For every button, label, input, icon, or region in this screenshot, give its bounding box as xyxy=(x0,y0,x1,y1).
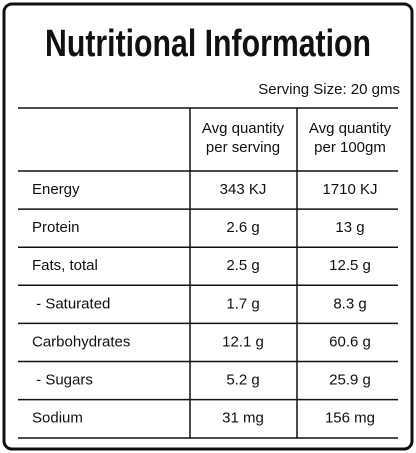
row-label: Protein xyxy=(32,219,80,236)
row-label: - Sugars xyxy=(32,372,93,389)
cell-value: 12.1 g xyxy=(222,333,264,350)
cell-value: 12.5 g xyxy=(329,257,371,274)
cell-value: 343 KJ xyxy=(220,181,267,198)
cell-value: 13 g xyxy=(335,219,364,236)
row-label: Fats, total xyxy=(32,257,98,274)
cell-value: 31 mg xyxy=(222,410,264,427)
cell-value: 2.6 g xyxy=(226,219,259,236)
cell-value: 5.2 g xyxy=(226,372,259,389)
serving-size: Serving Size: 20 gms xyxy=(258,81,400,98)
cell-value: 2.5 g xyxy=(226,257,259,274)
cell-value: 1710 KJ xyxy=(322,181,377,198)
column-header: Avg quantity xyxy=(202,120,285,137)
row-label: - Saturated xyxy=(32,295,110,312)
row-label: Sodium xyxy=(32,410,83,427)
title: Nutritional Information xyxy=(45,23,371,65)
row-label: Energy xyxy=(32,181,80,198)
column-header: per serving xyxy=(206,139,280,156)
column-header: per 100gm xyxy=(314,139,386,156)
cell-value: 156 mg xyxy=(325,410,375,427)
row-label: Carbohydrates xyxy=(32,333,130,350)
cell-value: 1.7 g xyxy=(226,295,259,312)
cell-value: 60.6 g xyxy=(329,333,371,350)
column-header: Avg quantity xyxy=(309,120,392,137)
cell-value: 25.9 g xyxy=(329,372,371,389)
cell-value: 8.3 g xyxy=(333,295,366,312)
